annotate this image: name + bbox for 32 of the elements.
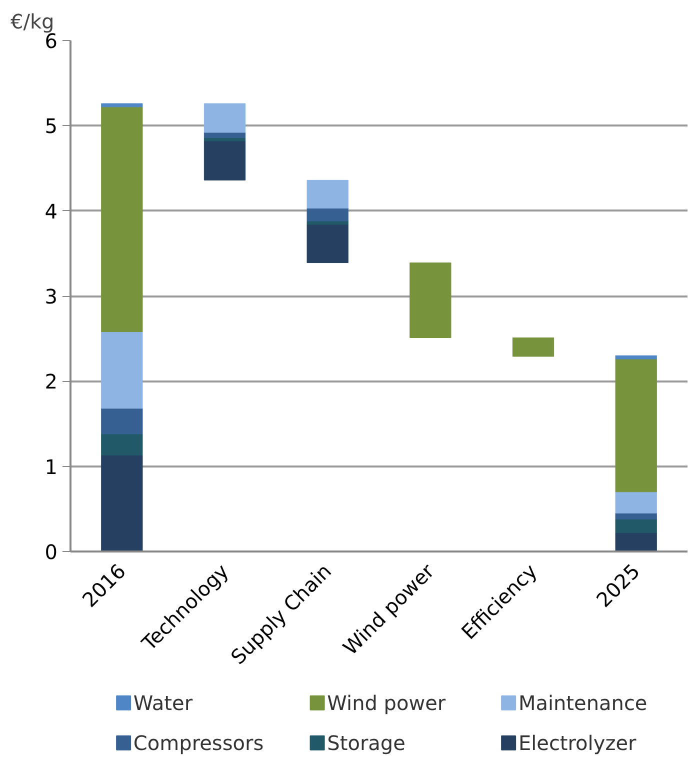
legend-label: Maintenance	[518, 690, 648, 715]
y-tick-label: 0	[44, 540, 58, 564]
bar	[204, 103, 246, 133]
bar	[615, 358, 657, 492]
bar	[101, 332, 143, 409]
legend-label: Electrolyzer	[518, 730, 637, 755]
y-tick-label: 4	[44, 199, 58, 224]
bar	[101, 103, 143, 108]
y-tick-label: 3	[44, 284, 58, 308]
bar	[615, 532, 657, 552]
legend-label: Compressors	[133, 730, 264, 755]
y-tick-label: 2	[44, 370, 58, 394]
bar	[615, 512, 657, 520]
legend-label: Wind power	[327, 690, 446, 715]
bar	[306, 208, 348, 222]
bar	[204, 140, 246, 180]
bar	[101, 455, 143, 552]
bar	[615, 518, 657, 534]
bar	[101, 434, 143, 456]
legend-label: Storage	[327, 730, 406, 755]
bar	[306, 180, 348, 209]
bar	[306, 224, 348, 264]
bar	[101, 106, 143, 332]
bar	[615, 355, 657, 360]
bar	[101, 408, 143, 434]
y-tick-label: 5	[44, 114, 58, 138]
y-tick-label: 1	[44, 454, 58, 479]
legend-label: Water	[133, 690, 194, 715]
bar	[615, 492, 657, 514]
bar	[306, 220, 348, 225]
bar	[410, 262, 452, 338]
bar	[512, 337, 554, 357]
